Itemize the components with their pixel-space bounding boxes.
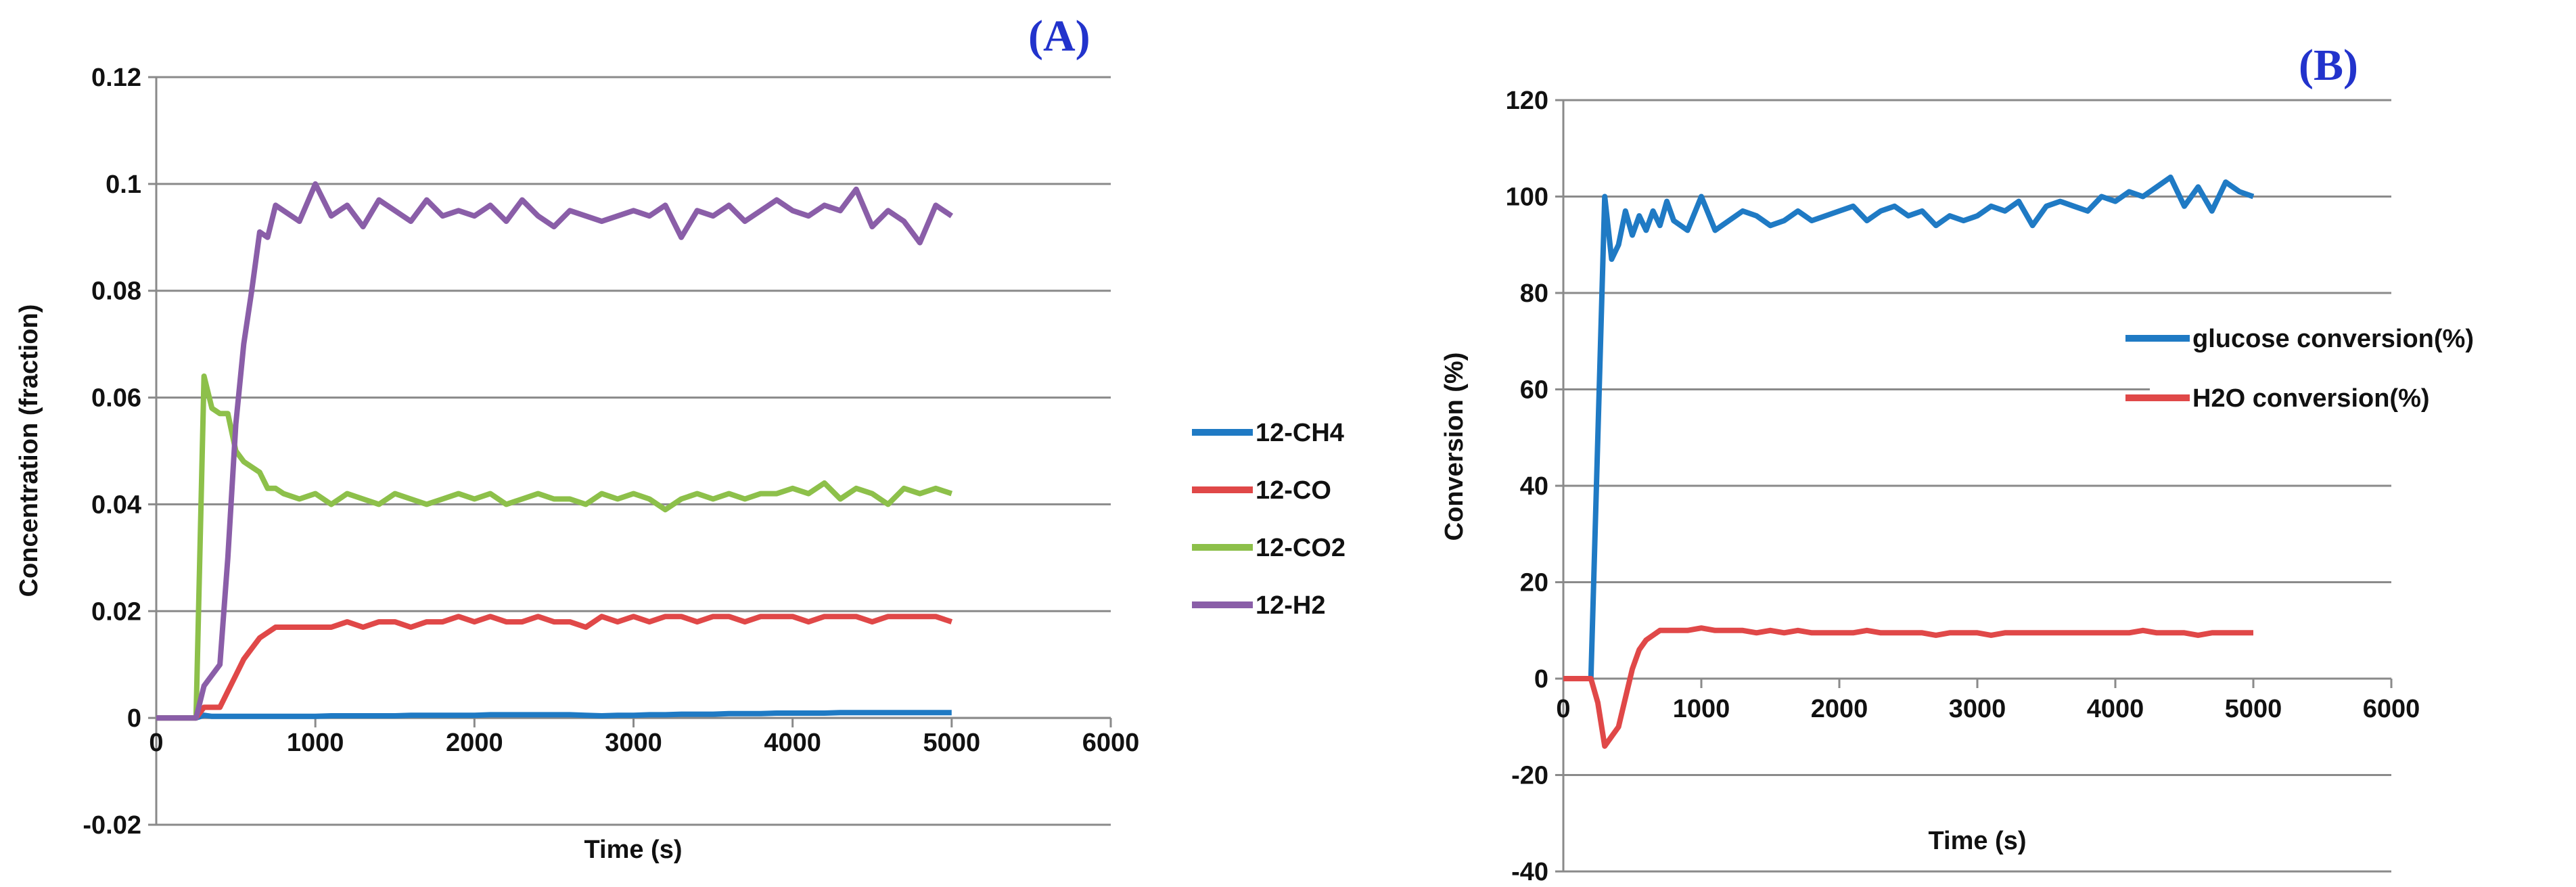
y-axis-label-b: Conversion (%) (1440, 352, 1469, 541)
x-axis-label-a: Time (s) (584, 836, 682, 864)
y-tick-label: 0 (1534, 665, 1548, 693)
x-tick-label: 5000 (923, 729, 981, 757)
series-line-glucose-conversion- (1563, 175, 2255, 681)
legend-label: H2O conversion(%) (2192, 384, 2430, 413)
x-tick-label: 5000 (2225, 695, 2282, 723)
y-tick-label: 0.02 (91, 597, 141, 626)
series-line-12-co (156, 614, 953, 721)
x-tick-label: 6000 (1082, 729, 1140, 757)
chart-a: (A) Time (s) Concentration (fraction) -0… (15, 12, 1346, 864)
x-axis-label-b: Time (s) (1928, 827, 2026, 855)
legend-label: glucose conversion(%) (2192, 325, 2474, 353)
legend-label: 12-CO2 (1256, 534, 1346, 562)
x-tick-label: 0 (1556, 695, 1570, 723)
panel-label-a: (A) (1028, 12, 1090, 61)
series-line-12-co2 (156, 373, 953, 721)
y-tick-label: 0.08 (91, 277, 141, 306)
x-tick-label: 1000 (1673, 695, 1730, 723)
x-tick-label: 3000 (1949, 695, 2006, 723)
panel-label-b: (B) (2299, 41, 2358, 90)
y-tick-label: 60 (1520, 376, 1548, 405)
legend-label: 12-H2 (1256, 591, 1326, 620)
y-tick-label: 40 (1520, 472, 1548, 501)
x-tick-label: 2000 (1811, 695, 1868, 723)
legend-label: 12-CO (1256, 476, 1331, 505)
chart-b: (B) Time (s) Conversion (%) -40 -20 0 20 40 6… (1440, 41, 2474, 886)
y-tick-label: 0.12 (91, 64, 141, 92)
x-tick-label: 4000 (2087, 695, 2144, 723)
x-tick-label: 4000 (764, 729, 821, 757)
y-tick-label: -0.02 (83, 811, 141, 840)
y-tick-label: 80 (1520, 279, 1548, 308)
y-axis-label-a: Concentration (fraction) (15, 304, 43, 597)
y-tick-label: 0.06 (91, 384, 141, 413)
y-tick-label: 20 (1520, 569, 1548, 597)
y-tick-label: -40 (1511, 858, 1548, 884)
legend-label: 12-CH4 (1256, 419, 1344, 447)
y-tick-label: 100 (1506, 183, 1548, 212)
x-tick-label: 6000 (2363, 695, 2420, 723)
y-tick-label: 0 (127, 704, 141, 733)
series-line-12-h2 (156, 181, 954, 721)
x-tick-label: 0 (149, 729, 163, 757)
y-tick-label: 120 (1506, 87, 1548, 115)
x-tick-label: 2000 (446, 729, 503, 757)
x-tick-label: 1000 (287, 729, 344, 757)
y-tick-label: -20 (1511, 762, 1548, 790)
series-line-h2o-conversion- (1563, 625, 2253, 749)
y-tick-label: 0.1 (106, 170, 141, 199)
y-tick-label: 0.04 (91, 491, 141, 519)
x-tick-label: 3000 (605, 729, 662, 757)
series-line-12-ch4 (156, 710, 952, 721)
